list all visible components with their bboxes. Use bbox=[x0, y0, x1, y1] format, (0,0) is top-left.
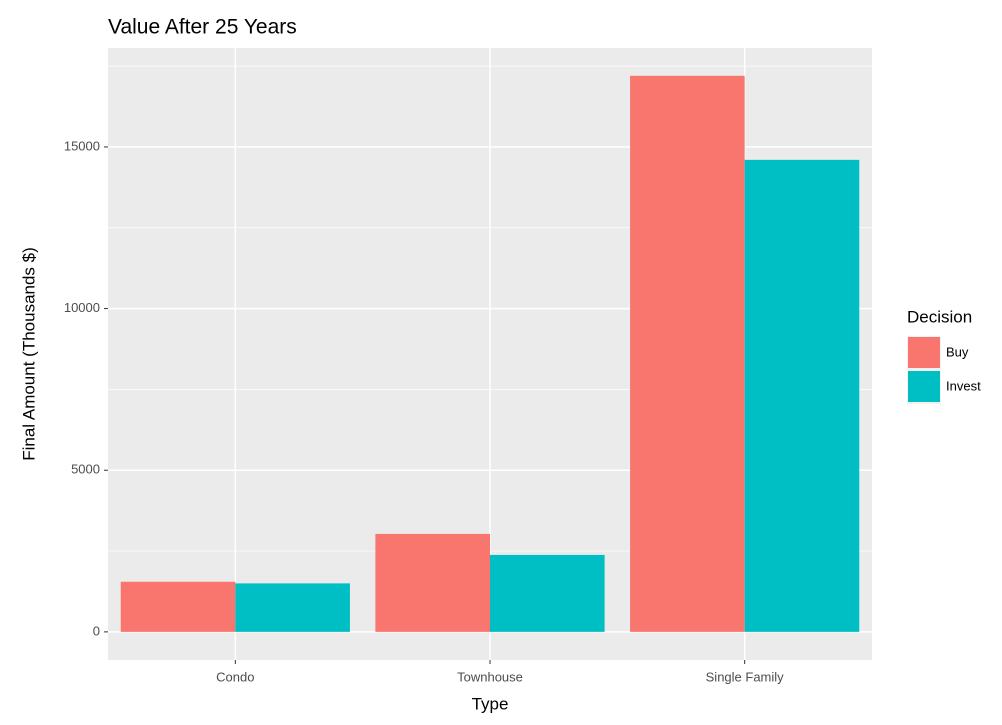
x-axis-label: Type bbox=[472, 694, 509, 713]
bar bbox=[375, 533, 490, 632]
y-tick-label: 0 bbox=[93, 623, 100, 638]
legend-title: Decision bbox=[907, 307, 972, 326]
legend: Decision Buy Invest bbox=[907, 307, 981, 404]
legend-key bbox=[908, 337, 940, 368]
axes: 0 5000 10000 15000 Condo Townhouse Single Fami… bbox=[64, 138, 784, 684]
y-tick-label: 15000 bbox=[64, 138, 100, 153]
bar bbox=[630, 75, 745, 632]
chart-title: Value After 25 Years bbox=[108, 16, 297, 39]
bar bbox=[235, 583, 350, 632]
bar bbox=[120, 581, 236, 632]
y-tick-label: 5000 bbox=[71, 462, 100, 477]
legend-label: Buy bbox=[946, 344, 969, 359]
y-axis-label: Final Amount (Thousands $) bbox=[19, 247, 38, 461]
bar bbox=[490, 554, 605, 632]
x-tick-label: Condo bbox=[216, 669, 254, 684]
y-tick-label: 10000 bbox=[64, 300, 100, 315]
bars bbox=[120, 75, 860, 632]
legend-label: Invest bbox=[946, 378, 981, 393]
x-tick-label: Townhouse bbox=[457, 669, 523, 684]
x-tick-label: Single Family bbox=[706, 669, 785, 684]
bar bbox=[744, 159, 860, 632]
legend-key bbox=[908, 371, 940, 402]
